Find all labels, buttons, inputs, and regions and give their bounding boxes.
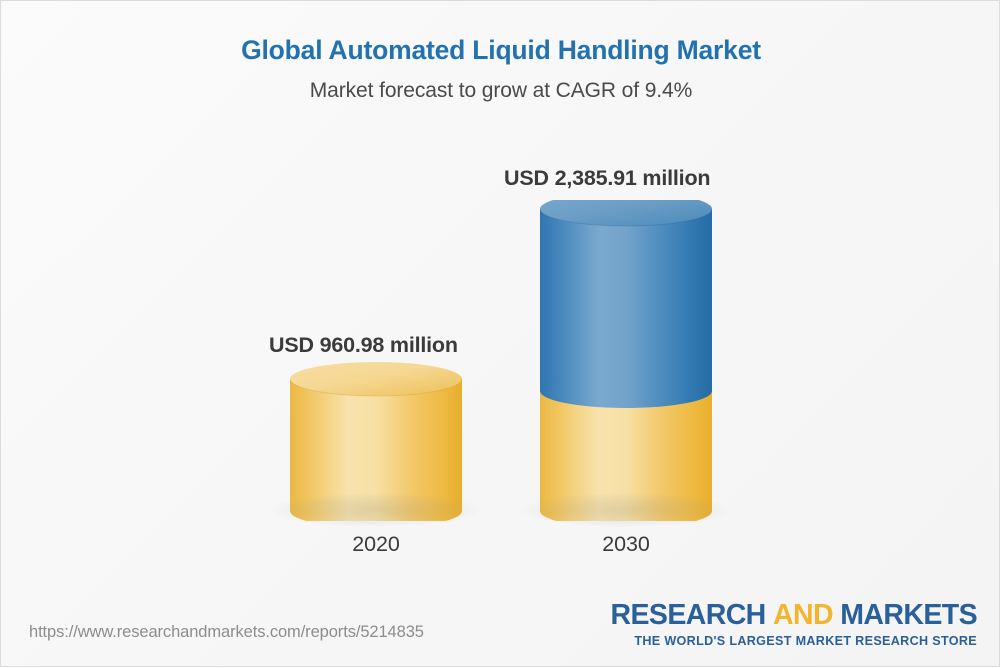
page-title: Global Automated Liquid Handling Market <box>241 35 761 65</box>
logo-tagline: THE WORLD'S LARGEST MARKET RESEARCH STOR… <box>634 633 977 648</box>
axis-label-2020: 2020 <box>352 532 400 556</box>
axis-label-2030: 2030 <box>602 532 650 556</box>
report-url[interactable]: https://www.researchandmarkets.com/repor… <box>29 623 424 641</box>
logo-word-and: AND <box>773 599 834 631</box>
logo-word-research: RESEARCH <box>610 599 767 631</box>
page-subtitle: Market forecast to grow at CAGR of 9.4% <box>309 79 693 103</box>
research-and-markets-logo[interactable]: RESEARCH AND MARKETS THE WORLD'S LARGEST… <box>610 599 978 648</box>
logo-wordmark: RESEARCH AND MARKETS <box>610 599 978 631</box>
data-label-2030: USD 2,385.91 million <box>504 166 711 190</box>
data-label-2020: USD 960.98 million <box>269 333 458 357</box>
bar-2020 <box>271 361 481 528</box>
bar-2030-cylinder <box>539 192 713 528</box>
bar-2020-cylinder <box>289 362 463 528</box>
bar-2030 <box>521 192 731 528</box>
logo-word-markets: MARKETS <box>840 599 977 631</box>
poster-header: Global Automated Liquid Handling Market … <box>1 35 1000 103</box>
